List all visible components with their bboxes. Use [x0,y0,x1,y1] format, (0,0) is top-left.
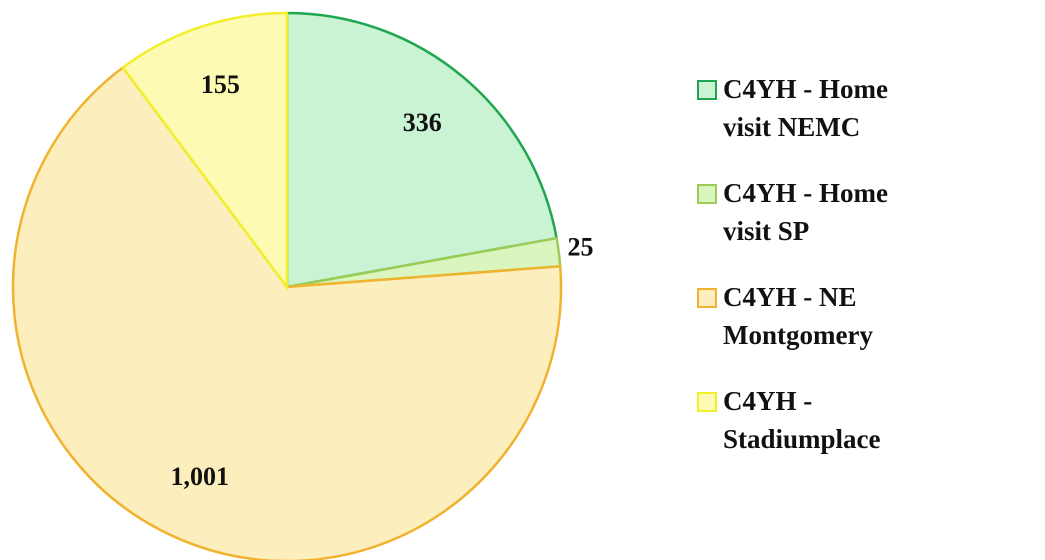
legend-label: C4YH - Home visit SP [723,178,888,246]
data-label: 25 [568,232,594,261]
data-label: 155 [201,70,240,99]
chart: 336 25 1,001 155 [11,11,594,560]
legend-label: C4YH - NE Montgomery [723,282,873,350]
legend-item: C4YH - NE Montgomery [697,278,1027,354]
pie-slice [121,11,289,291]
legend-label: C4YH - Home visit NEMC [723,74,888,142]
legend-item: C4YH - Home visit SP [697,174,1027,250]
data-label: 1,001 [170,462,229,491]
legend-label: C4YH - Stadiumplace [723,386,881,454]
legend-item: C4YH - Stadiumplace [697,382,1027,458]
data-label: 336 [403,108,442,137]
legend: C4YH - Home visit NEMC C4YH - Home visit … [697,70,1027,486]
pie-slice [285,11,559,289]
legend-swatch [697,184,717,204]
pie-slice [11,65,563,560]
legend-item: C4YH - Home visit NEMC [697,70,1027,146]
legend-swatch [697,392,717,412]
legend-swatch [697,80,717,100]
legend-swatch [697,288,717,308]
